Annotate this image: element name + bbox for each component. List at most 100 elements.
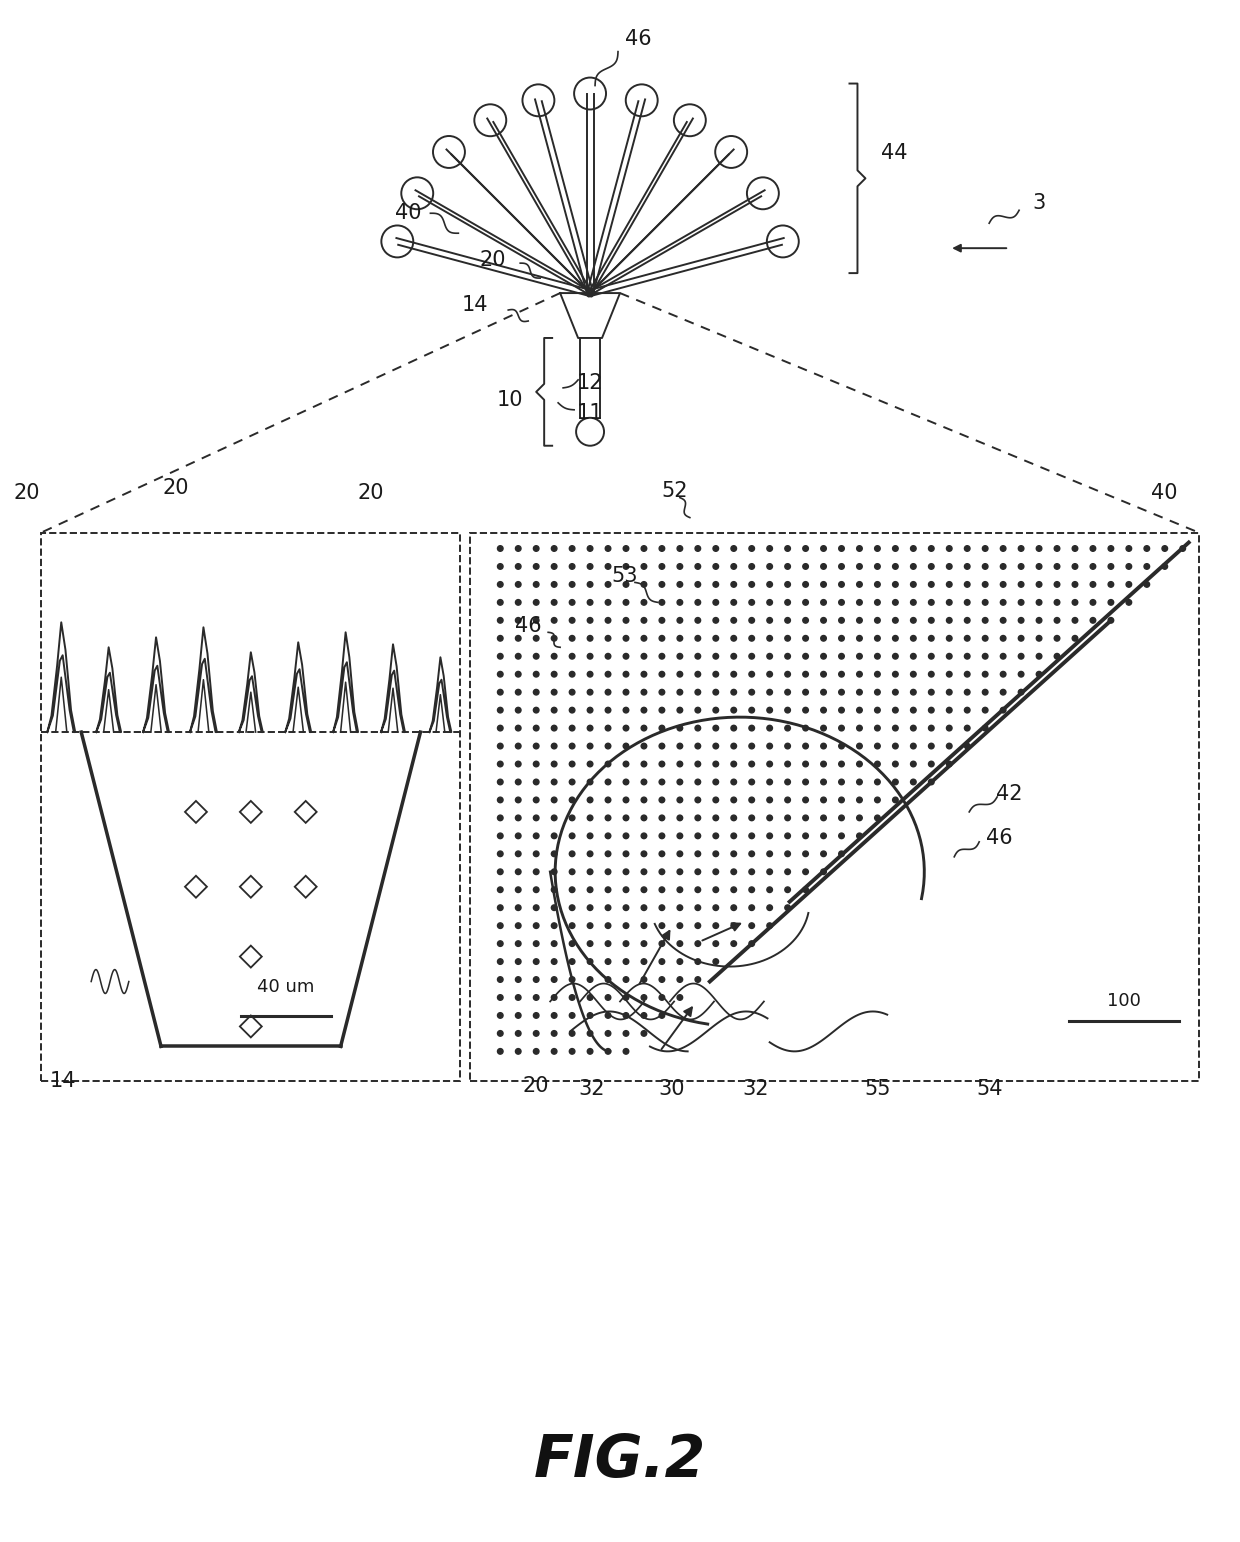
Circle shape: [588, 671, 593, 677]
Circle shape: [624, 654, 629, 658]
Circle shape: [533, 976, 539, 982]
Circle shape: [660, 887, 665, 893]
Text: 52: 52: [662, 481, 688, 501]
Circle shape: [802, 654, 808, 658]
Circle shape: [641, 617, 647, 623]
Circle shape: [1018, 564, 1024, 569]
Circle shape: [1073, 600, 1078, 604]
Circle shape: [696, 671, 701, 677]
Circle shape: [730, 870, 737, 874]
Circle shape: [766, 762, 773, 766]
Circle shape: [982, 564, 988, 569]
Circle shape: [569, 708, 575, 712]
Circle shape: [749, 922, 754, 928]
Circle shape: [641, 743, 647, 749]
Circle shape: [624, 635, 629, 641]
Circle shape: [660, 654, 665, 658]
Circle shape: [588, 1049, 593, 1055]
Circle shape: [533, 689, 539, 695]
Circle shape: [552, 635, 557, 641]
Circle shape: [785, 870, 790, 874]
Circle shape: [713, 797, 718, 803]
Circle shape: [893, 654, 898, 658]
Circle shape: [516, 870, 521, 874]
Circle shape: [749, 581, 754, 588]
Circle shape: [838, 762, 844, 766]
Circle shape: [910, 654, 916, 658]
Circle shape: [929, 779, 934, 785]
Circle shape: [857, 564, 862, 569]
Circle shape: [766, 671, 773, 677]
Circle shape: [588, 941, 593, 947]
Circle shape: [696, 617, 701, 623]
Circle shape: [946, 689, 952, 695]
Circle shape: [677, 959, 683, 964]
Circle shape: [605, 797, 611, 803]
Circle shape: [677, 851, 683, 857]
Circle shape: [624, 762, 629, 766]
Circle shape: [766, 887, 773, 893]
Circle shape: [641, 905, 647, 910]
Circle shape: [730, 708, 737, 712]
Circle shape: [1073, 546, 1078, 552]
Circle shape: [730, 635, 737, 641]
Circle shape: [624, 995, 629, 1001]
Circle shape: [533, 600, 539, 604]
Circle shape: [838, 689, 844, 695]
Circle shape: [516, 1013, 521, 1018]
Circle shape: [713, 816, 718, 820]
Circle shape: [838, 725, 844, 731]
Circle shape: [874, 816, 880, 820]
Circle shape: [624, 905, 629, 910]
Circle shape: [552, 654, 557, 658]
Circle shape: [893, 600, 898, 604]
Text: 14: 14: [463, 295, 489, 315]
Circle shape: [766, 546, 773, 552]
Circle shape: [569, 941, 575, 947]
Circle shape: [569, 762, 575, 766]
Circle shape: [766, 635, 773, 641]
Circle shape: [838, 851, 844, 857]
Circle shape: [588, 887, 593, 893]
Circle shape: [929, 546, 934, 552]
Circle shape: [641, 1030, 647, 1036]
Circle shape: [605, 1013, 611, 1018]
Circle shape: [730, 833, 737, 839]
Circle shape: [516, 708, 521, 712]
Circle shape: [1126, 564, 1132, 569]
Circle shape: [1109, 564, 1114, 569]
Circle shape: [516, 654, 521, 658]
Circle shape: [1001, 671, 1006, 677]
Circle shape: [677, 689, 683, 695]
Circle shape: [497, 905, 503, 910]
Circle shape: [588, 816, 593, 820]
Circle shape: [766, 617, 773, 623]
Circle shape: [965, 725, 970, 731]
Circle shape: [605, 635, 611, 641]
Circle shape: [910, 564, 916, 569]
Circle shape: [660, 689, 665, 695]
Circle shape: [497, 617, 503, 623]
Circle shape: [533, 833, 539, 839]
Circle shape: [1162, 564, 1168, 569]
Circle shape: [569, 1013, 575, 1018]
Circle shape: [802, 689, 808, 695]
Circle shape: [588, 600, 593, 604]
Circle shape: [838, 635, 844, 641]
Circle shape: [874, 654, 880, 658]
Circle shape: [929, 564, 934, 569]
Circle shape: [569, 779, 575, 785]
Circle shape: [1109, 581, 1114, 588]
Circle shape: [696, 905, 701, 910]
Circle shape: [696, 581, 701, 588]
Circle shape: [713, 564, 718, 569]
Circle shape: [569, 654, 575, 658]
Circle shape: [857, 689, 862, 695]
Circle shape: [552, 708, 557, 712]
Circle shape: [516, 743, 521, 749]
Circle shape: [605, 851, 611, 857]
Circle shape: [965, 689, 970, 695]
Circle shape: [569, 922, 575, 928]
Circle shape: [641, 959, 647, 964]
Circle shape: [713, 546, 718, 552]
